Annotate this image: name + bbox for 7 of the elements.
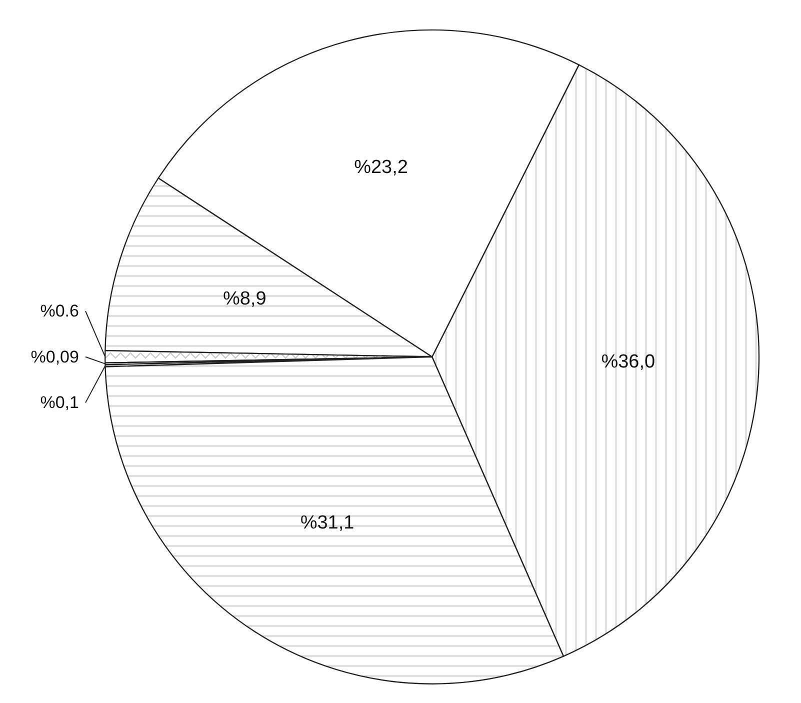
data-label: %0,1: [40, 393, 79, 412]
data-label: %23,2: [354, 156, 408, 178]
data-label: %0,09: [30, 347, 79, 366]
data-label: %0.6: [40, 302, 79, 321]
data-label: %8,9: [222, 288, 266, 310]
data-label: %36,0: [601, 352, 656, 373]
data-label: %31,1: [300, 512, 354, 534]
